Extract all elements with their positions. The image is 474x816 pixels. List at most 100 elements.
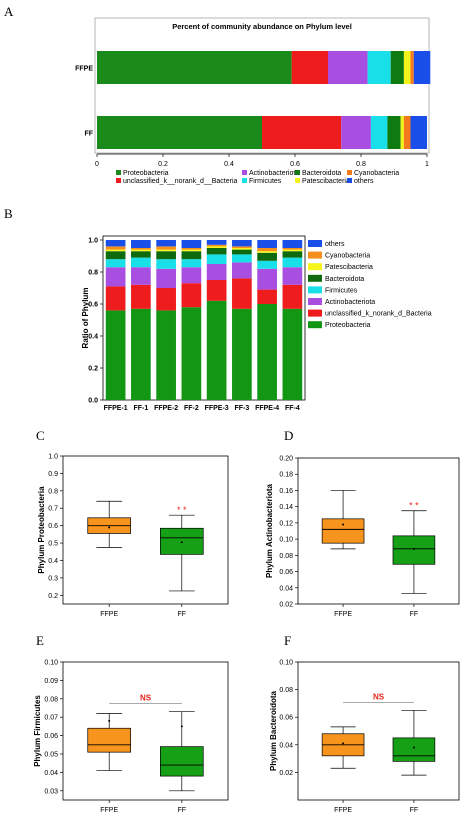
mean-dot-ffpe <box>108 719 111 722</box>
y-tick-label-5: 0.12 <box>279 520 293 527</box>
box-ffpe <box>87 727 132 753</box>
legend-label-bacteroidota: Bacteroidota <box>325 276 364 283</box>
panel-a-title: Percent of community abundance on Phylum… <box>172 22 352 31</box>
legend-label-unclassified-k-norank-d-bacteria: unclassified_k__norank_d__Bacteria <box>123 178 238 185</box>
bar-ff-1-patescibacteria <box>131 249 151 252</box>
x-tick-label-ff-2: FF-2 <box>184 405 199 412</box>
box-ff <box>392 737 436 762</box>
x-tick-label-1: 0.2 <box>158 161 168 168</box>
legend-label-others: others <box>354 178 374 185</box>
legend-swatch-unclassified-k-norank-d-bacteria <box>308 309 322 317</box>
bar-ff-firmicutes <box>370 116 388 149</box>
y-tick-label-3: 0.6 <box>88 302 98 309</box>
x-tick-label-ffpe: FFPE <box>100 807 118 814</box>
bar-ffpe-firmicutes <box>367 51 391 84</box>
bar-ff-2-actinobacteriota <box>181 267 202 284</box>
bar-ff-1-others <box>131 240 151 248</box>
y-tick-label-0: 0.0 <box>88 398 98 405</box>
bar-ffpe-2-actinobacteriota <box>156 268 176 288</box>
x-tick-label-ff: FF <box>410 807 419 814</box>
bar-ff-1-firmicutes <box>131 257 151 268</box>
bar-ffpe-4-cyanobacteria <box>257 248 277 252</box>
y-tick-label-4: 0.6 <box>48 523 58 530</box>
x-tick-label-ff-1: FF-1 <box>133 405 148 412</box>
y-tick-label-4: 0.10 <box>279 537 293 544</box>
y-tick-label-2: 0.4 <box>88 334 98 341</box>
chart-panel-c: 0.2 0.3 0.4 0.5 0.6 0.7 0.8 0.9 1.0 Phylum Proteo… <box>37 454 229 618</box>
box-frame-c <box>62 455 229 605</box>
legend-label-firmicutes: Firmicutes <box>325 287 358 294</box>
legend-label-actinobacteriota: Actinobacteriota <box>325 299 375 306</box>
bar-ff-actinobacteriota <box>341 116 371 149</box>
bar-ffpe-1-actinobacteriota <box>105 267 126 287</box>
bar-ffpe-1-unclassified-k-norank-d-bacteria <box>105 286 126 311</box>
legend-swatch-firmicutes <box>308 286 322 294</box>
legend-swatch-bacteroidota <box>308 274 322 282</box>
y-tick-label-8: 1.0 <box>48 454 58 461</box>
bar-ff-1-bacteroidota <box>131 251 151 258</box>
y-tick-label-6: 0.09 <box>44 678 58 685</box>
bar-ffpe-proteobacteria <box>97 51 292 84</box>
y-tick-label-0: 0.03 <box>44 788 58 795</box>
bar-ff-2-patescibacteria <box>181 249 202 252</box>
bar-ffpe-2-cyanobacteria <box>156 246 176 250</box>
x-tick-label-ff: FF <box>178 807 187 814</box>
bar-ffpe-4-firmicutes <box>257 260 277 269</box>
y-axis-label: Phylum Actinobacteriota <box>265 483 274 577</box>
bar-ff-1-cyanobacteria <box>131 248 151 250</box>
legend-label-patescibacteria: Patescibacteria <box>302 178 350 185</box>
bar-ffpe-4-bacteroidota <box>257 252 277 261</box>
legend-label-patescibacteria: Patescibacteria <box>325 264 373 271</box>
bar-ff-2-firmicutes <box>181 259 202 268</box>
y-tick-label-3: 0.06 <box>44 733 58 740</box>
bar-ff-2-cyanobacteria <box>181 248 202 250</box>
bar-ffpe-others <box>413 51 431 84</box>
bar-ffpe-2-patescibacteria <box>156 249 176 252</box>
mean-dot-ff <box>412 547 415 550</box>
legend-swatch-actinobacteriota <box>242 170 247 175</box>
bar-ff-3-bacteroidota <box>232 249 252 255</box>
bar-ffpe-2-proteobacteria <box>156 310 176 400</box>
bar-ff-4-proteobacteria <box>282 308 303 400</box>
box-frame-d <box>297 457 460 605</box>
bar-ff-1-unclassified-k-norank-d-bacteria <box>131 284 151 309</box>
panel-b-frame <box>102 235 306 401</box>
mean-dot-ffpe <box>342 523 345 526</box>
bar-ff-bacteroidota <box>387 116 401 149</box>
y-tick-label-5: 0.08 <box>44 696 58 703</box>
bar-ffpe-3-proteobacteria <box>206 300 227 400</box>
bar-ff-3-firmicutes <box>232 254 252 263</box>
bar-ffpe-1-bacteroidota <box>105 251 126 260</box>
y-tick-label-0: 0.02 <box>279 602 293 609</box>
bar-ffpe-1-proteobacteria <box>105 310 126 400</box>
legend-label-actinobacteriota: Actinobacteriota <box>249 170 299 177</box>
y-tick-label-8: 0.18 <box>279 472 293 479</box>
chart-panel-d: 0.02 0.04 0.06 0.08 0.10 0.12 0.14 0.16 0.18 0.20… <box>265 456 460 618</box>
legend-label-proteobacteria: Proteobacteria <box>325 322 371 329</box>
bar-ffpe-4-proteobacteria <box>257 304 277 400</box>
y-tick-label-7: 0.16 <box>279 488 293 495</box>
category-label-ff: FF <box>84 131 93 138</box>
significance-label: NS <box>373 692 385 701</box>
bar-ff-4-actinobacteriota <box>282 267 303 285</box>
legend-swatch-bacteroidota <box>295 170 300 175</box>
bar-ffpe-4-actinobacteriota <box>257 268 277 290</box>
x-tick-label-3: 0.6 <box>290 161 300 168</box>
y-tick-label-4: 0.8 <box>88 270 98 277</box>
chart-panel-f: 0.02 0.04 0.06 0.08 0.10 Phylum Bacteroidota F… <box>269 660 460 814</box>
y-tick-label-2: 0.06 <box>279 569 293 576</box>
x-tick-label-0: 0 <box>95 161 99 168</box>
bar-ff-1-actinobacteriota <box>131 267 151 285</box>
legend-swatch-others <box>347 178 352 183</box>
x-tick-label-ff-4: FF-4 <box>285 405 300 412</box>
y-tick-label-5: 1.0 <box>88 238 98 245</box>
box-ff <box>392 535 436 565</box>
mean-dot-ffpe <box>108 526 111 529</box>
mean-dot-ffpe <box>342 742 345 745</box>
bar-ffpe-2-bacteroidota <box>156 251 176 260</box>
bar-ff-3-proteobacteria <box>232 308 252 400</box>
y-tick-label-2: 0.05 <box>44 752 58 759</box>
y-axis-label: Phylum Proteobacteria <box>37 486 46 574</box>
bar-ff-3-patescibacteria <box>232 248 252 250</box>
